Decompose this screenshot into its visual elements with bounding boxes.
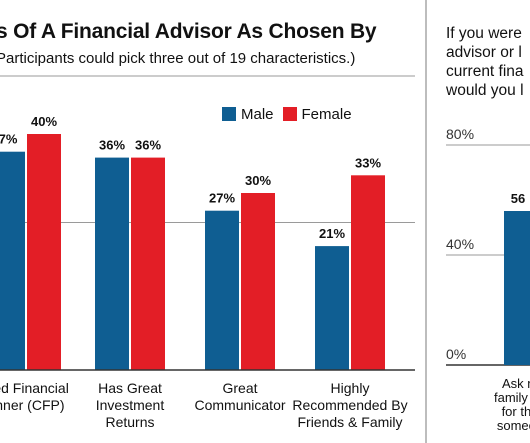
legend: Male Female (222, 104, 361, 124)
legend-swatch-male (222, 107, 236, 121)
bar-female-3 (351, 175, 385, 370)
category-label: Friends & Family (297, 414, 402, 430)
chart-subtitle: Participants could pick three out of 19 … (0, 50, 356, 67)
data-label: 56 (511, 191, 525, 206)
legend-swatch-female (282, 107, 297, 121)
question-line: If you were (446, 25, 522, 42)
data-label: 21% (319, 226, 345, 241)
category-label: Recommended By (292, 397, 407, 413)
bar-male-0 (0, 151, 25, 370)
category-label: Highly (331, 380, 370, 396)
category-label: someon (497, 418, 530, 433)
data-label: 36% (99, 138, 125, 153)
chart-title: s Of A Financial Advisor As Chosen By (0, 20, 377, 43)
question-text: If you were advisor or l current fina wo… (446, 24, 530, 100)
legend-label-male: Male (241, 105, 274, 123)
panel-divider (425, 0, 427, 443)
bar-female-2 (241, 193, 275, 370)
legend-item-female: Female (282, 105, 352, 123)
data-label: 33% (355, 155, 381, 170)
bar-female-0 (27, 134, 61, 370)
left-chart-panel: s Of A Financial Advisor As Chosen By Pa… (0, 20, 415, 430)
bar-value (504, 211, 530, 365)
data-label: 27% (209, 191, 235, 206)
question-line: current fina (446, 63, 524, 80)
bar-male-1 (95, 157, 129, 370)
category-label: anner (CFP) (0, 397, 65, 413)
y-tick-label: 0% (446, 346, 466, 362)
legend-item-male: Male (222, 106, 274, 123)
data-label: 36% (135, 138, 161, 153)
category-label: Communicator (194, 397, 285, 413)
question-line: would you l (446, 82, 524, 99)
bar-male-3 (315, 246, 349, 370)
category-label: for the (502, 404, 530, 419)
right-bar-chart: 80% 40% 0% 56 Ask mfamily anfor thesomeon (446, 126, 530, 433)
data-label: 40% (31, 114, 57, 129)
legend-label-female: Female (301, 105, 352, 123)
y-tick-label: 40% (446, 236, 474, 252)
bar-male-2 (205, 210, 239, 370)
data-label: 7% (0, 132, 18, 147)
left-bar-chart: 7% 36% 27% 21% 40% 36% 30% 33% ified Financialan… (0, 75, 415, 430)
category-label: family an (494, 390, 530, 405)
category-label: Investment (96, 397, 165, 413)
data-label: 30% (245, 173, 271, 188)
category-label: Returns (105, 414, 154, 430)
y-tick-label: 80% (446, 126, 474, 142)
category-label: ified Financial (0, 380, 69, 396)
right-chart-panel: If you were advisor or l current fina wo… (432, 0, 530, 443)
category-label: Ask m (502, 376, 530, 391)
category-label: Great (222, 380, 257, 396)
question-line: advisor or l (446, 44, 522, 61)
category-label: Has Great (98, 380, 162, 396)
bar-female-1 (131, 157, 165, 370)
